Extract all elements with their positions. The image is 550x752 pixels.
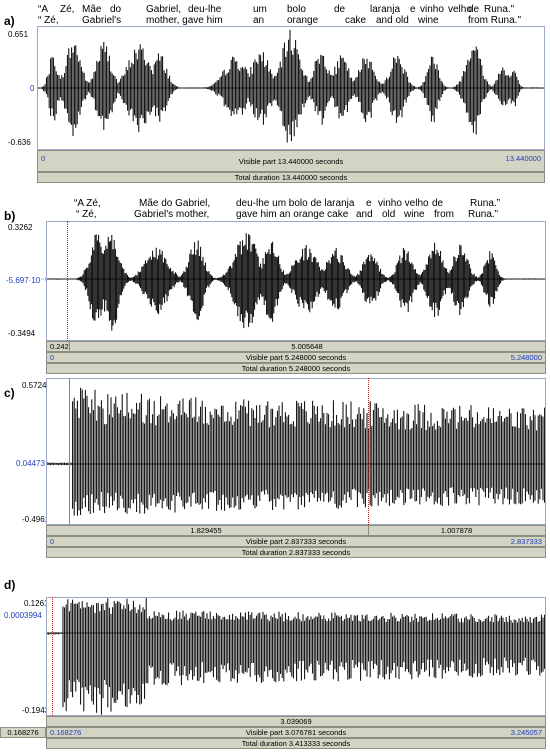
panel-c-visible-part: Visible part 2.837333 seconds [245,537,347,546]
panel-c-ymax: 0.5724 [22,381,47,390]
panel-a-total-bar[interactable]: Total duration 13.440000 seconds [37,172,545,183]
panel-c-ymid: 0.04473 [16,459,45,468]
lyric-word: um [253,4,267,15]
panel-d-total-duration: Total duration 3.413333 seconds [241,739,351,748]
lyric-word: and [356,209,373,220]
lyric-word: do [110,4,122,15]
lyric-word: Gabriel's [82,15,122,26]
panel-c-xstart: 0 [50,537,55,546]
panel-c-selection-bar[interactable]: 1.829455 1.007878 [46,525,546,536]
panel-b-selection-cursor[interactable] [67,221,68,341]
lyric-word: Gabriel's mother, [134,209,210,220]
panel-a-visible-part: Visible part 13.440000 seconds [238,157,344,166]
selection-divider [368,526,369,535]
panel-c-label: c) [4,386,15,400]
panel-a-total-duration: Total duration 13.440000 seconds [234,173,348,182]
panel-d-ymin: -0.1943 [22,706,50,715]
panel-c-xend: 2.837333 [510,537,542,546]
lyric-word: e [366,198,372,209]
lyric-word: vinho [420,4,444,15]
lyric-word: “ Zé, [76,209,97,220]
panel-c-ymin: -0.4961 [22,515,50,524]
panel-a-waveform[interactable] [37,26,545,150]
panel-b-ymax: 0.3262 [8,223,33,232]
lyric-word: “A [38,4,48,15]
panel-d-selection-bar[interactable]: 3.039069 [46,716,546,727]
lyric-word: “A Zé, [74,198,101,209]
panel-b-waveform[interactable] [46,221,546,341]
panel-a-ymax: 0.651 [8,30,29,39]
lyric-word: Zé, [60,4,75,15]
lyric-word: bolo [287,4,306,15]
panel-d-cursor[interactable] [52,597,53,716]
panel-c-waveform[interactable] [46,378,546,525]
lyric-word: wine [404,209,425,220]
panel-c-visible-bar[interactable]: 0 Visible part 2.837333 seconds 2.837333 [46,536,546,547]
panel-a-xstart: 0 [41,154,46,163]
panel-d-visible-part: Visible part 3.076781 seconds [245,728,347,737]
lyric-word: “ Zé, [38,15,59,26]
lyric-word: velho [448,4,472,15]
lyric-word: Runa.” [470,198,501,209]
panel-d-selection-length: 3.039069 [280,717,312,726]
lyric-word: e [410,4,416,15]
lyric-word: gave him an orange cake [236,209,349,220]
lyric-word: from [434,209,454,220]
panel-b-total-bar[interactable]: Total duration 5.248000 seconds [46,363,546,374]
lyric-word: orange [287,15,319,26]
panel-d-label: d) [4,578,16,592]
panel-d-offset-box[interactable]: 0.168276 [0,727,46,738]
panel-b-xstart: 0 [50,353,55,362]
panel-d-ymid: 0.0003994 [4,611,42,620]
panel-b-ymin: -0.3494 [8,329,36,338]
lyric-word: Mãe [82,4,102,15]
lyric-word: and old [376,15,409,26]
panel-b-selection-length: 5.005648 [291,342,323,351]
lyric-word: de [468,4,480,15]
panel-a-ymin-label: -0.636 [8,138,31,147]
lyric-word: wine [418,15,439,26]
lyric-word: de [334,4,346,15]
panel-d-visible-bar[interactable]: 0.168276 Visible part 3.076781 seconds 3… [46,727,546,738]
lyric-word: deu-lhe [188,4,222,15]
panel-b-selection-bar[interactable]: 0.242 5.005648 [46,341,546,352]
panel-d-xend: 3.245057 [510,728,542,737]
panel-d-total-bar[interactable]: Total duration 3.413333 seconds [46,738,546,749]
lyric-word: laranja [370,4,401,15]
lyric-word: an [253,15,265,26]
panel-b-total-duration: Total duration 5.248000 seconds [241,364,351,373]
panel-d-waveform[interactable] [46,597,546,716]
lyric-word: deu-lhe um bolo de laranja [236,198,355,209]
lyric-word: Runa." [484,4,515,15]
lyric-word: Gabriel, [146,4,182,15]
panel-c-selection-start-line[interactable] [69,378,70,525]
panel-a-ymid: 0 [30,84,35,93]
selection-divider [69,342,70,351]
panel-b-selection-start: 0.242 [50,342,69,351]
panel-d-ymax: 0.1261 [24,599,49,608]
panel-c-cursor[interactable] [368,378,369,525]
panel-a-xend: 13.440000 [505,154,541,163]
panel-d-left-offset: 0.168276 [7,728,39,737]
lyric-word: vinho velho [378,198,429,209]
panel-b-ymid: -5.697·10⁻⁵ [6,276,48,285]
lyric-word: Mãe do Gabriel, [139,198,211,209]
panel-b-label: b) [4,209,16,223]
lyric-word: Runa.” [468,209,499,220]
panel-b-xend: 5.248000 [510,353,542,362]
panel-c-remaining-length: 1.007878 [440,526,473,535]
panel-b-visible-bar[interactable]: 0 Visible part 5.248000 seconds 5.248000 [46,352,546,363]
panel-c-total-duration: Total duration 2.837333 seconds [241,548,351,557]
lyric-word: mother, gave him [146,15,223,26]
lyric-word: from Runa." [468,15,522,26]
panel-a-label: a) [4,14,15,28]
lyric-word: de [432,198,444,209]
lyric-word: cake [345,15,367,26]
panel-d-xstart: 0.168276 [50,728,82,737]
panel-c-total-bar[interactable]: Total duration 2.837333 seconds [46,547,546,558]
lyric-word: old [382,209,396,220]
panel-c-selection-length: 1.829455 [190,526,222,535]
panel-b-visible-part: Visible part 5.248000 seconds [245,353,347,362]
panel-a-visible-bar[interactable]: 0 Visible part 13.440000 seconds 13.4400… [37,150,545,172]
